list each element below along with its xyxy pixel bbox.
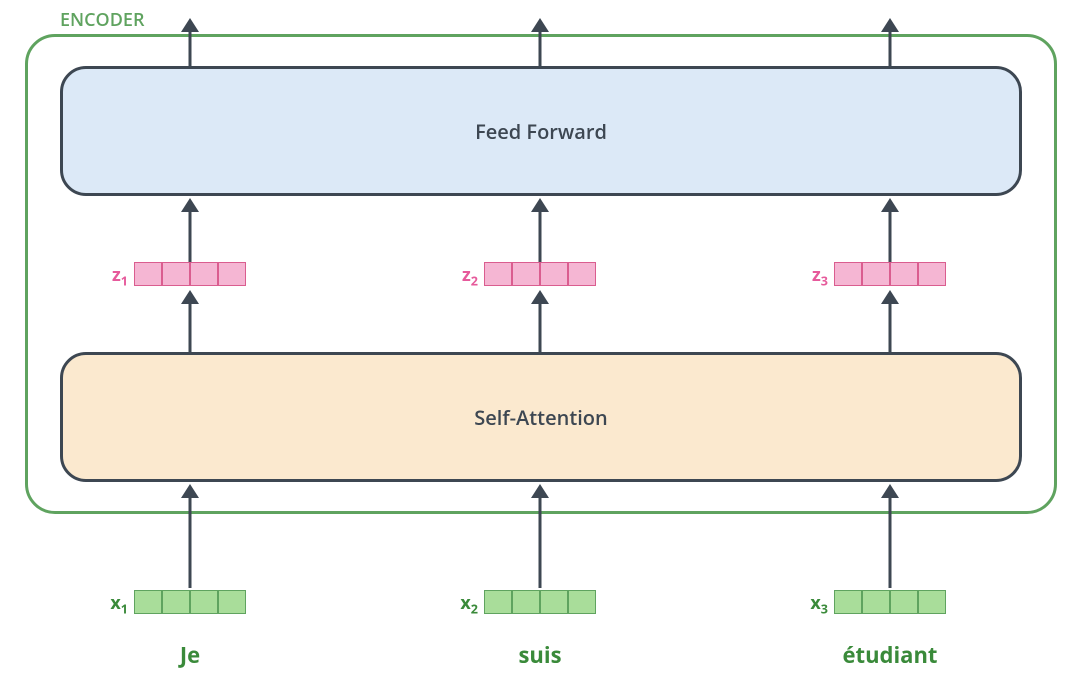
input-word-2: suis — [460, 640, 620, 670]
z-vector-1 — [134, 262, 246, 286]
input-word-1: Je — [110, 640, 270, 670]
feed-forward-layer-label: Feed Forward — [475, 118, 607, 145]
self-attention-layer-label: Self-Attention — [474, 404, 607, 431]
z-label-3: z3 — [794, 263, 828, 290]
x-vector-2 — [484, 590, 596, 614]
encoder-label: ENCODER — [60, 8, 144, 32]
z-label-2: z2 — [444, 263, 478, 290]
x-vector-1 — [134, 590, 246, 614]
feed-forward-layer: Feed Forward — [60, 66, 1022, 196]
x-label-3: x3 — [794, 591, 828, 618]
z-label-1: z1 — [94, 263, 128, 290]
input-word-3: étudiant — [810, 640, 970, 670]
self-attention-layer: Self-Attention — [60, 352, 1022, 482]
x-label-2: x2 — [444, 591, 478, 618]
diagram-canvas: ENCODER Feed Forward Self-Attention z1 x1 Je z… — [0, 0, 1082, 694]
x-label-1: x1 — [94, 591, 128, 618]
z-vector-3 — [834, 262, 946, 286]
z-vector-2 — [484, 262, 596, 286]
x-vector-3 — [834, 590, 946, 614]
